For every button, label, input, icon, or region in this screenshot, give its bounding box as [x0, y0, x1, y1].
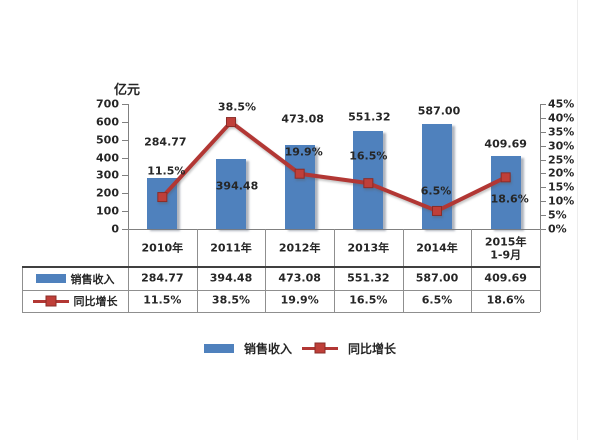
left-axis-tick-label: 200 [96, 186, 119, 200]
bar-value-label: 551.32 [348, 110, 391, 124]
table-line-marker-icon [45, 295, 56, 307]
table-cell: 284.77 [141, 271, 184, 285]
right-axis-tick-label: 5% [548, 208, 567, 222]
table-column-header: 2012年 [278, 241, 321, 255]
table-grid-line [471, 229, 473, 312]
right-axis-tick-label: 0% [548, 222, 567, 236]
table-grid-line [196, 229, 198, 312]
table-grid-line [540, 229, 541, 312]
table-cell: 16.5% [349, 293, 388, 307]
growth-value-label: 18.6% [490, 193, 529, 207]
table-column-header: 2014年 [416, 241, 458, 255]
right-axis-tick [540, 215, 546, 217]
table-cell: 409.69 [484, 271, 527, 285]
legend-bar-swatch [203, 343, 234, 353]
bar-value-label: 284.77 [144, 135, 187, 149]
table-cell: 587.00 [415, 271, 459, 285]
right-axis-line [540, 104, 541, 229]
right-axis-tick [540, 117, 546, 119]
left-axis-tick-label: 300 [96, 168, 119, 182]
left-axis-tick [122, 157, 128, 159]
growth-value-label: 19.9% [284, 145, 323, 159]
bar [353, 130, 384, 229]
legend-line-swatch [302, 342, 338, 354]
table-cell: 11.5% [143, 293, 182, 307]
table-cell: 394.48 [209, 271, 253, 285]
chart-legend: 销售收入 同比增长 [0, 339, 600, 357]
right-axis-tick [540, 131, 546, 133]
bar [422, 124, 452, 229]
legend-label-sales: 销售收入 [243, 341, 292, 356]
left-axis-tick [122, 229, 128, 230]
left-axis-tick [122, 121, 128, 123]
table-cell: 473.08 [278, 271, 321, 285]
legend-label-growth: 同比增长 [348, 341, 397, 356]
right-axis-tick-label: 30% [548, 139, 575, 153]
right-axis-tick-label: 45% [548, 97, 575, 111]
right-axis-tick-label: 35% [548, 125, 575, 139]
table-grid-line [22, 290, 540, 291]
table-row-header-growth: 同比增长 [22, 290, 128, 312]
table-column-header: 2013年 [347, 241, 390, 255]
table-grid-line [128, 229, 129, 312]
right-axis-tick [540, 187, 546, 189]
left-axis-line [128, 104, 129, 229]
left-axis-tick [122, 211, 128, 213]
left-axis-tick-label: 500 [96, 133, 119, 147]
left-axis-tick [122, 175, 128, 177]
table-row-header-sales: 销售收入 [22, 267, 128, 290]
table-grid-line [22, 312, 540, 313]
table-cell: 19.9% [280, 293, 319, 307]
left-axis-tick [122, 193, 128, 195]
table-column-header: 2015年 1-9月 [484, 235, 527, 261]
table-line-swatch [32, 295, 69, 307]
table-bar-swatch [35, 274, 66, 283]
right-axis-tick [540, 201, 546, 203]
right-axis-tick [540, 104, 546, 105]
table-row-header-sales-label: 销售收入 [70, 272, 115, 286]
table-column-header: 2010年 [141, 241, 184, 255]
growth-value-label: 6.5% [420, 184, 452, 198]
left-axis-tick-label: 600 [96, 115, 119, 129]
bar [147, 178, 178, 229]
left-axis-tick-label: 700 [96, 97, 119, 111]
left-axis-tick-label: 100 [96, 204, 119, 218]
table-column-header: 2011年 [210, 241, 252, 255]
table-cell: 38.5% [211, 293, 251, 307]
table-grid-line [402, 229, 404, 312]
growth-value-label: 16.5% [349, 149, 388, 163]
table-grid-line [334, 229, 335, 312]
left-axis-tick [122, 139, 128, 141]
table-row-header-growth-label: 同比增长 [73, 295, 118, 308]
right-axis-tick-label: 20% [548, 166, 575, 180]
right-axis-tick [540, 159, 546, 161]
table-grid-line [22, 267, 23, 312]
y-axis-unit-label: 亿元 [114, 83, 141, 98]
growth-value-label: 11.5% [147, 164, 186, 178]
right-axis-tick-label: 10% [548, 194, 575, 208]
bar-value-label: 473.08 [281, 112, 324, 126]
bar [216, 158, 246, 229]
right-axis-tick-label: 15% [548, 180, 575, 194]
right-axis-tick-label: 25% [548, 153, 575, 167]
right-axis-tick [540, 145, 546, 147]
left-axis-tick-label: 400 [96, 151, 119, 165]
right-axis-tick [540, 229, 546, 230]
table-cell: 6.5% [421, 293, 453, 307]
bar-value-label: 587.00 [417, 104, 461, 118]
legend-line-marker-icon [314, 342, 326, 354]
right-axis-tick [540, 173, 546, 175]
bar-value-label: 409.69 [484, 137, 527, 151]
table-grid-line [22, 266, 540, 268]
right-axis-tick-label: 40% [548, 111, 575, 125]
growth-value-label: 38.5% [217, 100, 257, 114]
left-axis-tick-label: 0 [111, 222, 119, 236]
image-edge-line [577, 0, 578, 440]
table-cell: 18.6% [486, 293, 525, 307]
bar-value-label: 394.48 [215, 179, 259, 193]
table-grid-line [265, 229, 267, 312]
left-axis-tick [122, 104, 128, 105]
table-cell: 551.32 [347, 271, 390, 285]
